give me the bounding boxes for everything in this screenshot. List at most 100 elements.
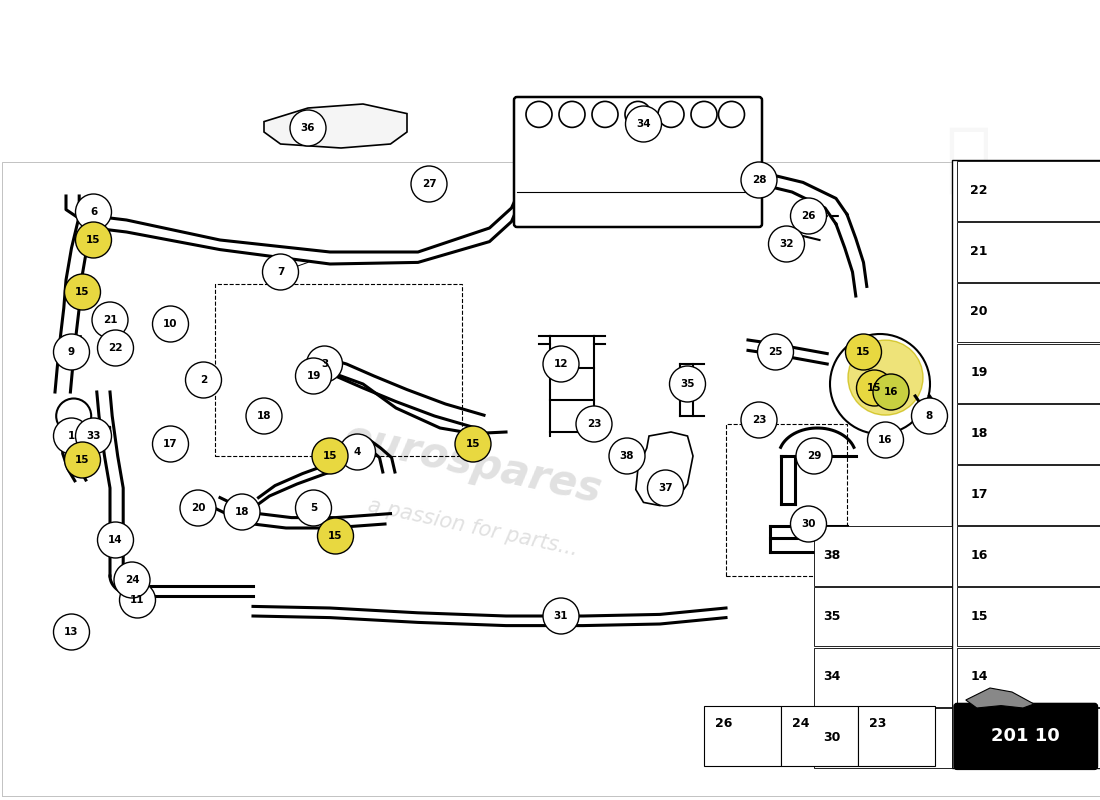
- Text: 19: 19: [306, 371, 321, 381]
- Circle shape: [741, 162, 777, 198]
- Text: 15: 15: [86, 235, 101, 245]
- Text: 19: 19: [970, 366, 988, 379]
- Text: 25: 25: [768, 347, 783, 357]
- Circle shape: [224, 494, 260, 530]
- Circle shape: [54, 614, 89, 650]
- Bar: [957, 648, 1100, 707]
- Circle shape: [796, 438, 832, 474]
- Text: 13: 13: [64, 627, 79, 637]
- Text: 34: 34: [823, 670, 840, 683]
- Bar: [952, 160, 1100, 768]
- Bar: [814, 526, 952, 586]
- Bar: [957, 283, 1100, 342]
- Text: 23: 23: [869, 717, 887, 730]
- Circle shape: [98, 330, 133, 366]
- Bar: [72, 426, 110, 442]
- Text: 15: 15: [856, 347, 871, 357]
- Text: 4: 4: [354, 447, 361, 457]
- Circle shape: [296, 490, 331, 526]
- Text: 15: 15: [867, 383, 882, 393]
- Polygon shape: [264, 104, 407, 148]
- Text: 14: 14: [108, 535, 123, 545]
- FancyBboxPatch shape: [514, 97, 762, 227]
- Text: 16: 16: [883, 387, 899, 397]
- Text: 11: 11: [130, 595, 145, 605]
- Text: 28: 28: [751, 175, 767, 185]
- Circle shape: [180, 490, 216, 526]
- Circle shape: [868, 422, 903, 458]
- Circle shape: [741, 402, 777, 438]
- Circle shape: [65, 274, 100, 310]
- Circle shape: [691, 102, 717, 127]
- Circle shape: [526, 102, 552, 127]
- Text: 🐂: 🐂: [945, 123, 991, 197]
- Text: 15: 15: [328, 531, 343, 541]
- Circle shape: [670, 366, 705, 402]
- Circle shape: [65, 442, 100, 478]
- Circle shape: [626, 106, 661, 142]
- Circle shape: [76, 418, 111, 454]
- Text: 35: 35: [680, 379, 695, 389]
- Text: 17: 17: [970, 488, 988, 501]
- Circle shape: [120, 582, 155, 618]
- Polygon shape: [636, 432, 693, 506]
- Text: 2: 2: [200, 375, 207, 385]
- Text: 26: 26: [715, 717, 733, 730]
- Text: 35: 35: [823, 610, 840, 622]
- Text: 20: 20: [970, 306, 988, 318]
- Circle shape: [411, 166, 447, 202]
- Circle shape: [290, 110, 326, 146]
- Bar: [858, 706, 935, 766]
- Circle shape: [576, 406, 612, 442]
- Circle shape: [592, 102, 618, 127]
- Text: 15: 15: [75, 455, 90, 465]
- Circle shape: [559, 102, 585, 127]
- Bar: [2, 162, 1100, 796]
- Circle shape: [848, 340, 923, 415]
- FancyBboxPatch shape: [954, 703, 1098, 770]
- Text: a passion for parts...: a passion for parts...: [366, 496, 580, 560]
- Text: 26: 26: [801, 211, 816, 221]
- Bar: [957, 709, 1100, 768]
- Text: 10: 10: [163, 319, 178, 329]
- Circle shape: [56, 398, 91, 434]
- Bar: [781, 706, 858, 766]
- Text: 22: 22: [108, 343, 123, 353]
- Text: 7: 7: [277, 267, 284, 277]
- Circle shape: [873, 374, 909, 410]
- Circle shape: [769, 226, 804, 262]
- Text: 14: 14: [970, 670, 988, 683]
- Text: 30: 30: [801, 519, 816, 529]
- Circle shape: [318, 518, 353, 554]
- Text: 31: 31: [553, 611, 569, 621]
- Text: 20: 20: [190, 503, 206, 513]
- Bar: [214, 284, 462, 456]
- Text: 201 10: 201 10: [991, 727, 1060, 746]
- Bar: [957, 222, 1100, 282]
- Circle shape: [791, 506, 826, 542]
- Text: 30: 30: [823, 731, 840, 744]
- Circle shape: [153, 306, 188, 342]
- Text: eurospares: eurospares: [340, 416, 606, 512]
- Text: 8: 8: [926, 411, 933, 421]
- Text: 38: 38: [823, 549, 840, 562]
- Bar: [64, 336, 81, 362]
- Text: 9: 9: [68, 347, 75, 357]
- Circle shape: [543, 598, 579, 634]
- Text: 32: 32: [779, 239, 794, 249]
- Text: 12: 12: [553, 359, 569, 369]
- Text: 36: 36: [300, 123, 316, 133]
- Text: 5: 5: [310, 503, 317, 513]
- Circle shape: [76, 222, 111, 258]
- Circle shape: [296, 358, 331, 394]
- Text: 29: 29: [806, 451, 822, 461]
- Text: 23: 23: [751, 415, 767, 425]
- Text: 13: 13: [970, 731, 988, 744]
- Bar: [957, 587, 1100, 646]
- Text: 38: 38: [619, 451, 635, 461]
- Text: 22: 22: [970, 184, 988, 197]
- Text: 1: 1: [68, 431, 75, 441]
- Circle shape: [263, 254, 298, 290]
- Circle shape: [76, 194, 111, 230]
- Text: 24: 24: [792, 717, 810, 730]
